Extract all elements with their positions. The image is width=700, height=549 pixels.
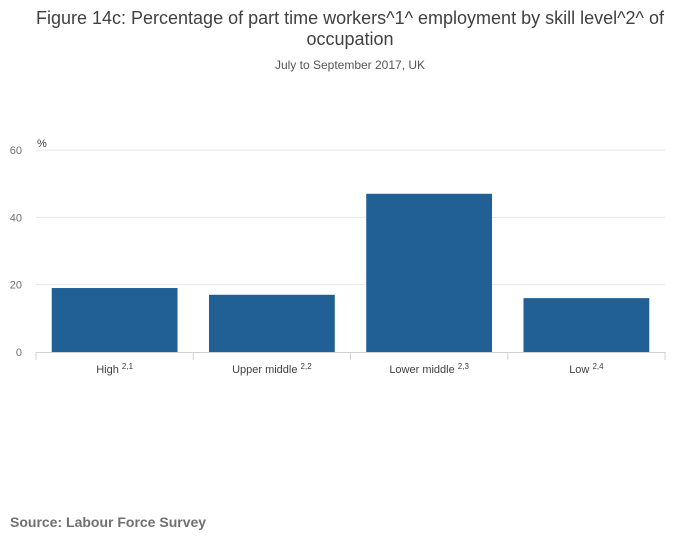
source-note: Source: Labour Force Survey <box>10 514 207 530</box>
chart-subtitle: July to September 2017, UK <box>274 58 426 72</box>
grid-lines <box>36 149 665 286</box>
bar <box>523 298 650 352</box>
bar <box>208 294 335 352</box>
y-axis-ticks: 0 20 40 60 <box>10 145 22 359</box>
bar <box>366 193 493 352</box>
y-tick-label: 40 <box>10 212 22 224</box>
bar <box>51 288 178 352</box>
bars <box>51 193 650 352</box>
y-tick-label: 0 <box>16 347 22 359</box>
x-tick-label: Upper middle 2,2 <box>232 362 312 376</box>
x-tick-label: Low 2,4 <box>569 362 604 376</box>
y-tick-label: 20 <box>10 280 22 292</box>
x-axis <box>35 352 666 360</box>
y-tick-label: 60 <box>10 145 22 157</box>
chart-title: Figure 14c: Percentage of part time work… <box>35 8 665 49</box>
y-axis-unit-label: % <box>37 138 47 150</box>
x-tick-label: Lower middle 2,3 <box>389 362 469 376</box>
x-tick-label: High 2,1 <box>96 362 133 376</box>
x-axis-labels: High 2,1 Upper middle 2,2 Lower middle 2,3… <box>96 362 604 376</box>
